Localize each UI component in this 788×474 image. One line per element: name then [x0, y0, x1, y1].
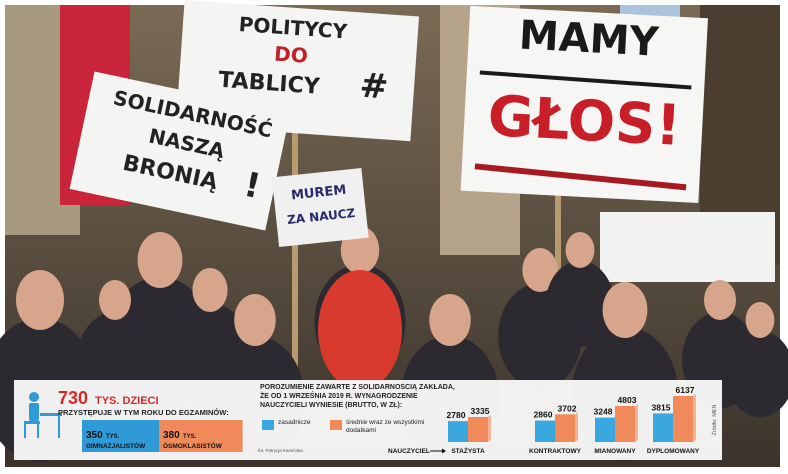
value-label: 4803 — [618, 395, 637, 405]
person-head — [565, 232, 595, 268]
value-label: 2860 — [534, 410, 553, 420]
value-label: 3248 — [594, 407, 613, 417]
sign-text: MUREM — [290, 183, 347, 204]
infographic: 730 TYS. DZIECI PRZYSTĘPUJE W TYM ROKU D… — [14, 380, 722, 460]
sign-symbol: # — [358, 66, 389, 108]
exam-bar — [82, 420, 159, 452]
category-label: MIANOWANY — [594, 448, 636, 455]
icon-chair-leg — [24, 424, 26, 438]
sign: SOLIDARNOŚĆ NASZĄ BRONIĄ ! — [69, 71, 291, 231]
sign-board — [271, 167, 369, 248]
arrow-head — [442, 448, 446, 454]
exam-label: ÓSMOKLASISTÓW — [163, 441, 223, 450]
person-head — [234, 294, 276, 346]
icon-desk-leg — [58, 416, 60, 438]
student-icon — [24, 392, 62, 438]
icon-body — [29, 403, 39, 421]
bar-side — [488, 415, 491, 442]
chart-title: POROZUMIENIE ZAWARTE Z SOLIDARNOŚCIĄ ZAK… — [260, 384, 455, 409]
category-label: DYPLOMOWANY — [647, 448, 700, 455]
exam-unit: TYS. — [183, 434, 197, 440]
underline — [479, 70, 692, 90]
person-body — [318, 270, 402, 390]
exam-unit: TYS. — [106, 434, 120, 440]
bar-side — [635, 403, 638, 442]
exam-value: 350 — [86, 430, 103, 441]
booth — [600, 212, 775, 282]
person-body — [545, 260, 615, 348]
legend-swatch — [262, 420, 274, 430]
bar-side — [575, 412, 578, 442]
legend-swatch — [330, 420, 342, 430]
underline — [474, 163, 687, 191]
person-head — [429, 294, 471, 346]
category-label: KONTRAKTOWY — [529, 448, 582, 455]
exam-label: GIMNAZJALISTÓW — [86, 441, 146, 450]
bar — [448, 421, 468, 442]
sign: MUREM ZA NAUCZ — [271, 167, 369, 248]
person-body — [725, 330, 788, 418]
legend: zasadnicze średnie wraz ze wszystkimi dod… — [262, 419, 425, 434]
icon-desk — [40, 413, 62, 416]
category-label: STAŻYSTA — [451, 447, 485, 455]
person-head — [99, 280, 131, 320]
value-label: 6137 — [676, 385, 695, 395]
exam-value: 380 — [163, 430, 180, 441]
sign-text: MAMY — [518, 12, 661, 65]
bar-side — [693, 394, 696, 442]
person-head — [522, 248, 558, 292]
icon-chair-leg — [37, 424, 39, 438]
person-head — [137, 232, 183, 288]
bar — [555, 414, 575, 442]
sign: MAMY GŁOS! — [460, 5, 708, 204]
value-label: 3335 — [471, 406, 490, 416]
total-value: 730 — [58, 388, 88, 408]
sign-board — [460, 5, 708, 204]
stick — [292, 125, 298, 385]
value-label: 3702 — [558, 403, 577, 413]
person-head — [745, 302, 775, 338]
photo-credit: fot. Patrycja Kamińska — [258, 448, 303, 453]
value-label: 3815 — [652, 402, 671, 412]
exam-bar — [159, 420, 243, 452]
person-head — [192, 268, 228, 312]
source: Źródło: MEN — [711, 405, 718, 436]
person-head — [16, 270, 64, 330]
total-unit: TYS. DZIECI — [95, 395, 159, 407]
legend-label-box: średnie wraz ze wszystkimi dodatkami — [346, 419, 425, 434]
bar — [615, 405, 635, 442]
bar — [535, 420, 555, 442]
value-label: 2780 — [447, 410, 466, 420]
bar — [673, 396, 693, 442]
bar — [468, 417, 488, 442]
salary-chart: 2780 3335 STAŻYSTA 2860 3702 KONTRAKTOWY 3248 4… — [388, 385, 700, 455]
sign-text: GŁOS! — [486, 84, 683, 159]
legend-label: zasadnicze — [278, 419, 311, 426]
person-head — [602, 282, 648, 338]
sign-text: DO — [273, 42, 308, 68]
chart-title-box: POROZUMIENIE ZAWARTE Z SOLIDARNOŚCIĄ ZAK… — [260, 384, 455, 409]
legend-label-box: zasadnicze — [278, 419, 311, 426]
icon-head — [29, 392, 39, 402]
sign-board — [69, 71, 291, 231]
bar — [595, 417, 615, 442]
icon-seat — [24, 421, 40, 424]
person-head — [704, 280, 736, 320]
category-prefix: NAUCZYCIEL — [388, 448, 430, 455]
bar — [653, 413, 673, 442]
exams-caption: PRZYSTĘPUJE W TYM ROKU DO EGZAMINÓW: — [58, 408, 229, 417]
legend-label: średnie wraz ze wszystkimi dodatkami — [346, 419, 425, 434]
